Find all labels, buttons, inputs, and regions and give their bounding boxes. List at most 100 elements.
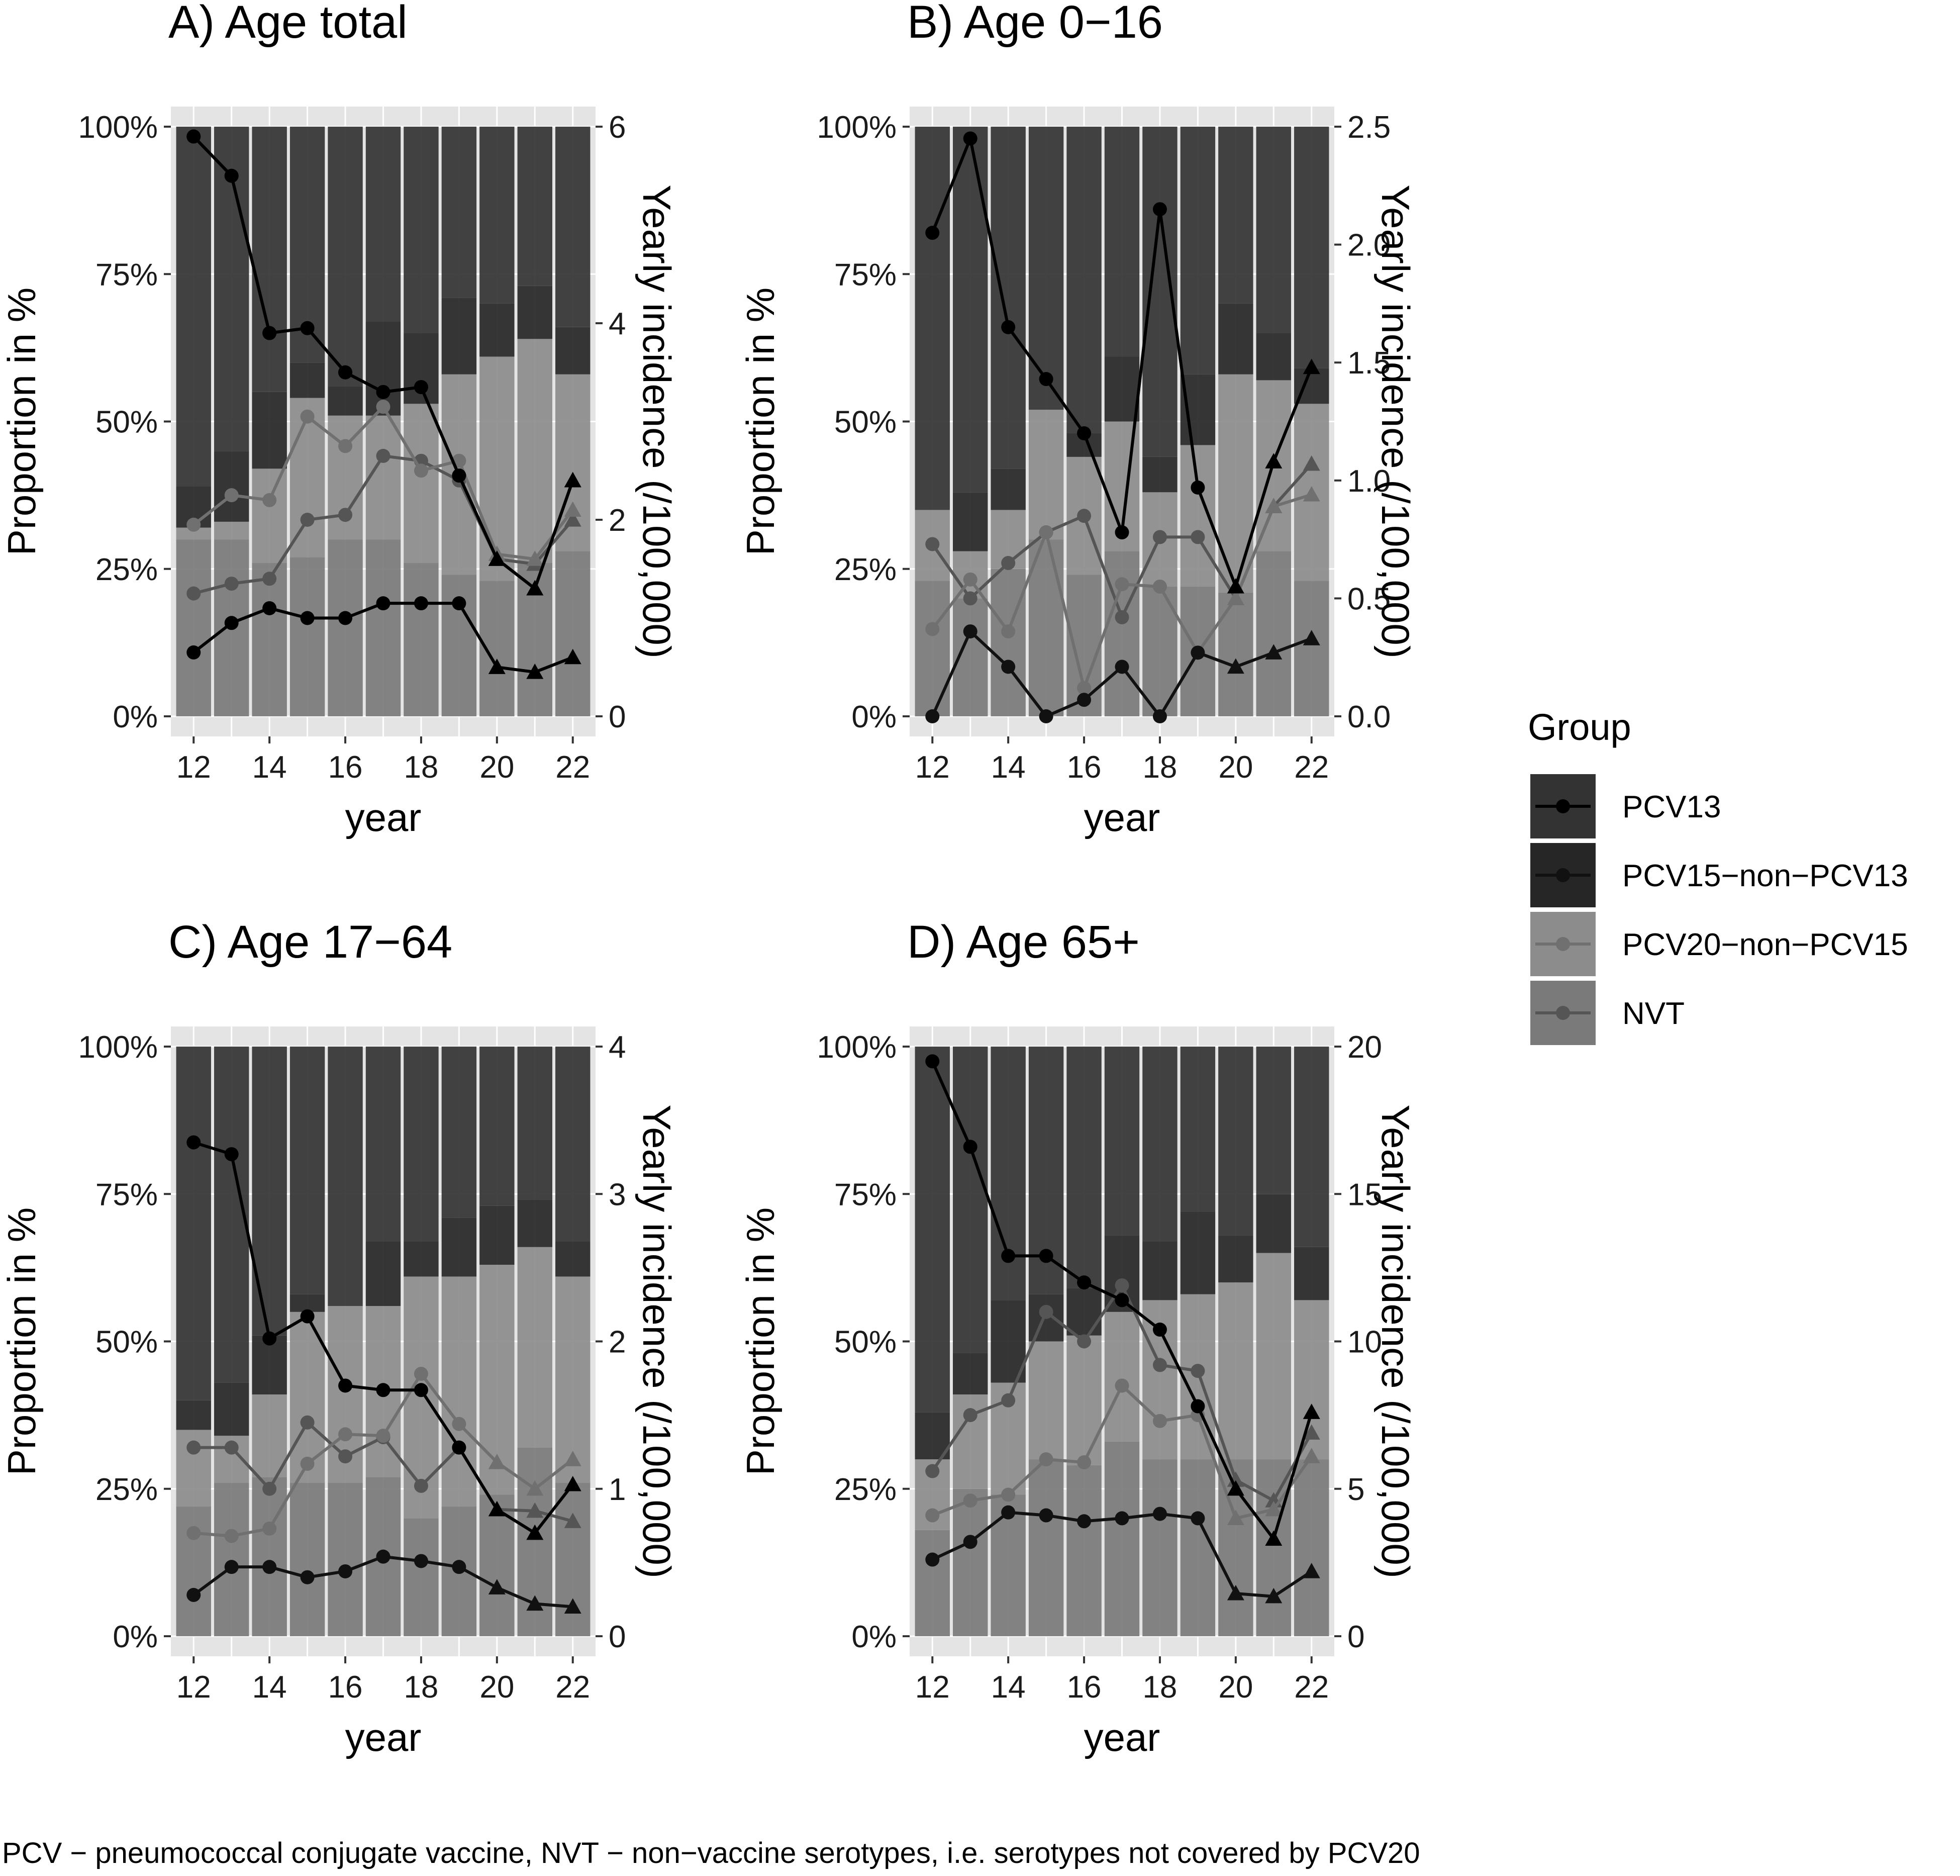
y-left-tick-label: 75% [95,1177,158,1212]
x-tick-label: 20 [479,1670,514,1705]
point-nvt-17 [376,448,390,463]
bar-pcv13-17 [1104,127,1140,357]
x-tick-label: 22 [555,750,590,785]
x-tick-label: 20 [479,750,514,785]
bar-pcv15-non-pcv13-18 [1142,456,1178,493]
bar-nvt-12 [915,1530,950,1636]
y-left-tick-label: 0% [851,700,897,734]
y-right-tick-label: 0 [609,1620,626,1654]
point-pcv15-non-pcv13-14 [1001,660,1016,674]
bar-nvt-22 [555,551,591,716]
bar-pcv13-18 [404,1047,439,1242]
bar-pcv20-non-pcv15-18 [404,1276,439,1519]
bar-nvt-19 [1180,1459,1216,1636]
point-nvt-14 [1001,556,1016,571]
bar-pcv13-17 [1104,1047,1140,1236]
bar-pcv13-13 [953,1047,988,1353]
bar-nvt-22 [1294,1459,1329,1636]
point-nvt-12 [186,1440,201,1455]
point-pcv20-non-pcv15-13 [963,572,977,587]
legend-label-pcv15-non-pcv13: PCV15−non−PCV13 [1622,859,1908,893]
point-pcv20-non-pcv15-14 [1001,624,1016,639]
point-pcv13-14 [1001,1249,1016,1263]
bar-pcv13-19 [441,127,477,298]
point-pcv20-non-pcv15-17 [1115,1378,1129,1393]
point-pcv13-17 [376,385,390,399]
bar-nvt-17 [1104,551,1140,716]
point-pcv20-non-pcv15-16 [1077,1455,1092,1469]
point-pcv13_line_low-18 [414,596,428,611]
bar-pcv13-16 [328,127,363,387]
point-pcv13_line_low-14 [262,601,277,615]
x-axis-title: year [1084,1715,1160,1759]
point-pcv13_line_low-19 [452,596,466,611]
bar-nvt-21 [1256,1459,1291,1636]
point-pcv20-non-pcv15-20 [488,1453,506,1469]
panel-title: D) Age 65+ [907,916,1140,968]
x-tick-label: 16 [1067,1670,1102,1705]
bar-pcv15-non-pcv13-19 [1180,374,1216,445]
bar-pcv13-19 [441,1047,477,1218]
bar-pcv20-non-pcv15-15 [1028,410,1064,540]
bar-pcv20-non-pcv15-13 [214,521,249,540]
bar-nvt-15 [289,557,325,716]
bar-pcv13-22 [1294,1047,1329,1247]
point-pcv20-non-pcv15-22 [564,501,581,517]
bar-pcv15-non-pcv13-13 [953,492,988,551]
bar-pcv13-20 [1218,127,1253,304]
bar-pcv13-12 [915,1047,950,1413]
point-nvt-18 [1152,1358,1167,1372]
y-right-tick-label: 0 [609,700,626,734]
bar-nvt-12 [915,581,950,716]
x-tick-label: 16 [1067,750,1102,785]
y-right-tick-label: 15 [1347,1177,1382,1212]
x-tick-label: 20 [1218,750,1253,785]
point-pcv15-non-pcv13-16 [1077,693,1092,707]
point-pcv13-12 [925,1054,940,1069]
y-right-tick-label: 0.0 [1347,700,1391,734]
bar-pcv20-non-pcv15-19 [441,1276,477,1507]
bar-pcv15-non-pcv13-14 [991,1300,1026,1383]
point-pcv15-non-pcv13-13 [963,624,977,639]
point-pcv15-non-pcv13-21 [1265,1587,1283,1604]
bar-pcv13-14 [252,1047,287,1336]
point-pcv13-18 [414,1383,428,1397]
point-pcv13-14 [262,326,277,340]
bar-nvt-12 [176,1506,211,1636]
point-pcv13-12 [186,129,201,144]
y-left-axis-title: Proportion in % [0,1207,44,1475]
bar-pcv15-non-pcv13-21 [517,1199,552,1247]
bar-pcv15-non-pcv13-22 [555,327,591,374]
point-nvt-13 [224,577,239,591]
panel-age-0-16: 0% 25% 50% 75% 100% 0.0 0.5 1.0 1.5 2.0 2.5 12 14 16 1… [738,0,1418,839]
y-left-axis-title: Proportion in % [738,1207,782,1475]
bar-pcv15-non-pcv13-21 [517,286,552,339]
y-left-tick-label: 0% [113,700,158,734]
point-pcv13-20 [1227,578,1244,594]
y-right-axis-title: Yearly incidence (/100,000) [1374,184,1418,658]
y-right-tick-label: 1.0 [1347,464,1391,499]
bar-nvt-18 [1142,1459,1178,1636]
bar-pcv20-non-pcv15-14 [252,1394,287,1477]
bar-pcv13-20 [479,127,515,304]
point-pcv15-non-pcv13-14 [1001,1505,1016,1520]
y-right-tick-label: 2.5 [1347,110,1391,145]
bar-pcv13-15 [289,1047,325,1294]
point-pcv20-non-pcv15-18 [1152,1414,1167,1428]
y-left-tick-label: 100% [817,110,897,145]
bar-pcv13-22 [1294,127,1329,368]
point-pcv20-non-pcv15-21 [1265,498,1283,514]
point-pcv20-non-pcv15-13 [224,488,239,503]
point-nvt-16 [338,508,353,522]
legend-label-nvt: NVT [1622,996,1685,1031]
point-nvt-12 [925,537,940,551]
y-right-tick-label: 2 [609,503,626,538]
point-nvt-12 [186,586,201,601]
point-pcv13_line_low-15 [300,611,315,625]
point-pcv20-non-pcv15-16 [1077,681,1092,695]
point-pcv13-21 [1265,1530,1283,1546]
bar-pcv15-non-pcv13-18 [404,1241,439,1277]
point-pcv20-non-pcv15-17 [1115,577,1129,592]
x-tick-label: 14 [252,1670,287,1705]
point-pcv13-19 [1191,480,1205,495]
